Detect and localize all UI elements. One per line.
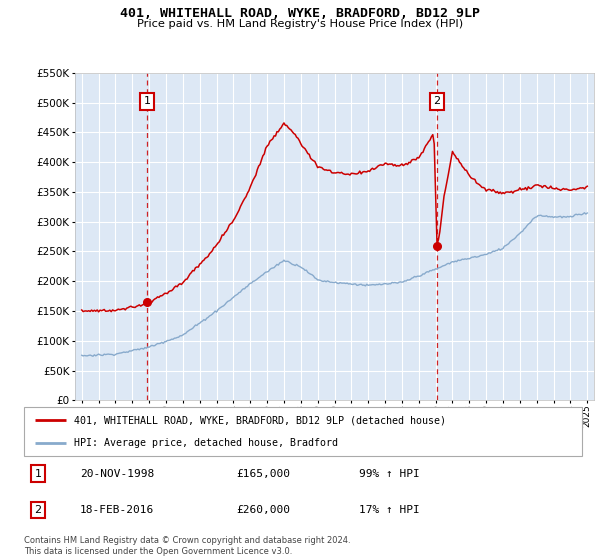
Text: £260,000: £260,000 xyxy=(236,505,290,515)
Text: Contains HM Land Registry data © Crown copyright and database right 2024.
This d: Contains HM Land Registry data © Crown c… xyxy=(24,536,350,556)
FancyBboxPatch shape xyxy=(24,407,582,456)
Text: 2: 2 xyxy=(34,505,41,515)
Text: 401, WHITEHALL ROAD, WYKE, BRADFORD, BD12 9LP (detached house): 401, WHITEHALL ROAD, WYKE, BRADFORD, BD1… xyxy=(74,416,446,426)
Text: 1: 1 xyxy=(143,96,151,106)
Text: Price paid vs. HM Land Registry's House Price Index (HPI): Price paid vs. HM Land Registry's House … xyxy=(137,19,463,29)
Text: 1: 1 xyxy=(34,469,41,479)
Text: 17% ↑ HPI: 17% ↑ HPI xyxy=(359,505,419,515)
Text: 401, WHITEHALL ROAD, WYKE, BRADFORD, BD12 9LP: 401, WHITEHALL ROAD, WYKE, BRADFORD, BD1… xyxy=(120,7,480,20)
Text: 99% ↑ HPI: 99% ↑ HPI xyxy=(359,469,419,479)
Text: HPI: Average price, detached house, Bradford: HPI: Average price, detached house, Brad… xyxy=(74,438,338,448)
Text: 2: 2 xyxy=(433,96,440,106)
Text: 18-FEB-2016: 18-FEB-2016 xyxy=(80,505,154,515)
Text: 20-NOV-1998: 20-NOV-1998 xyxy=(80,469,154,479)
Text: £165,000: £165,000 xyxy=(236,469,290,479)
